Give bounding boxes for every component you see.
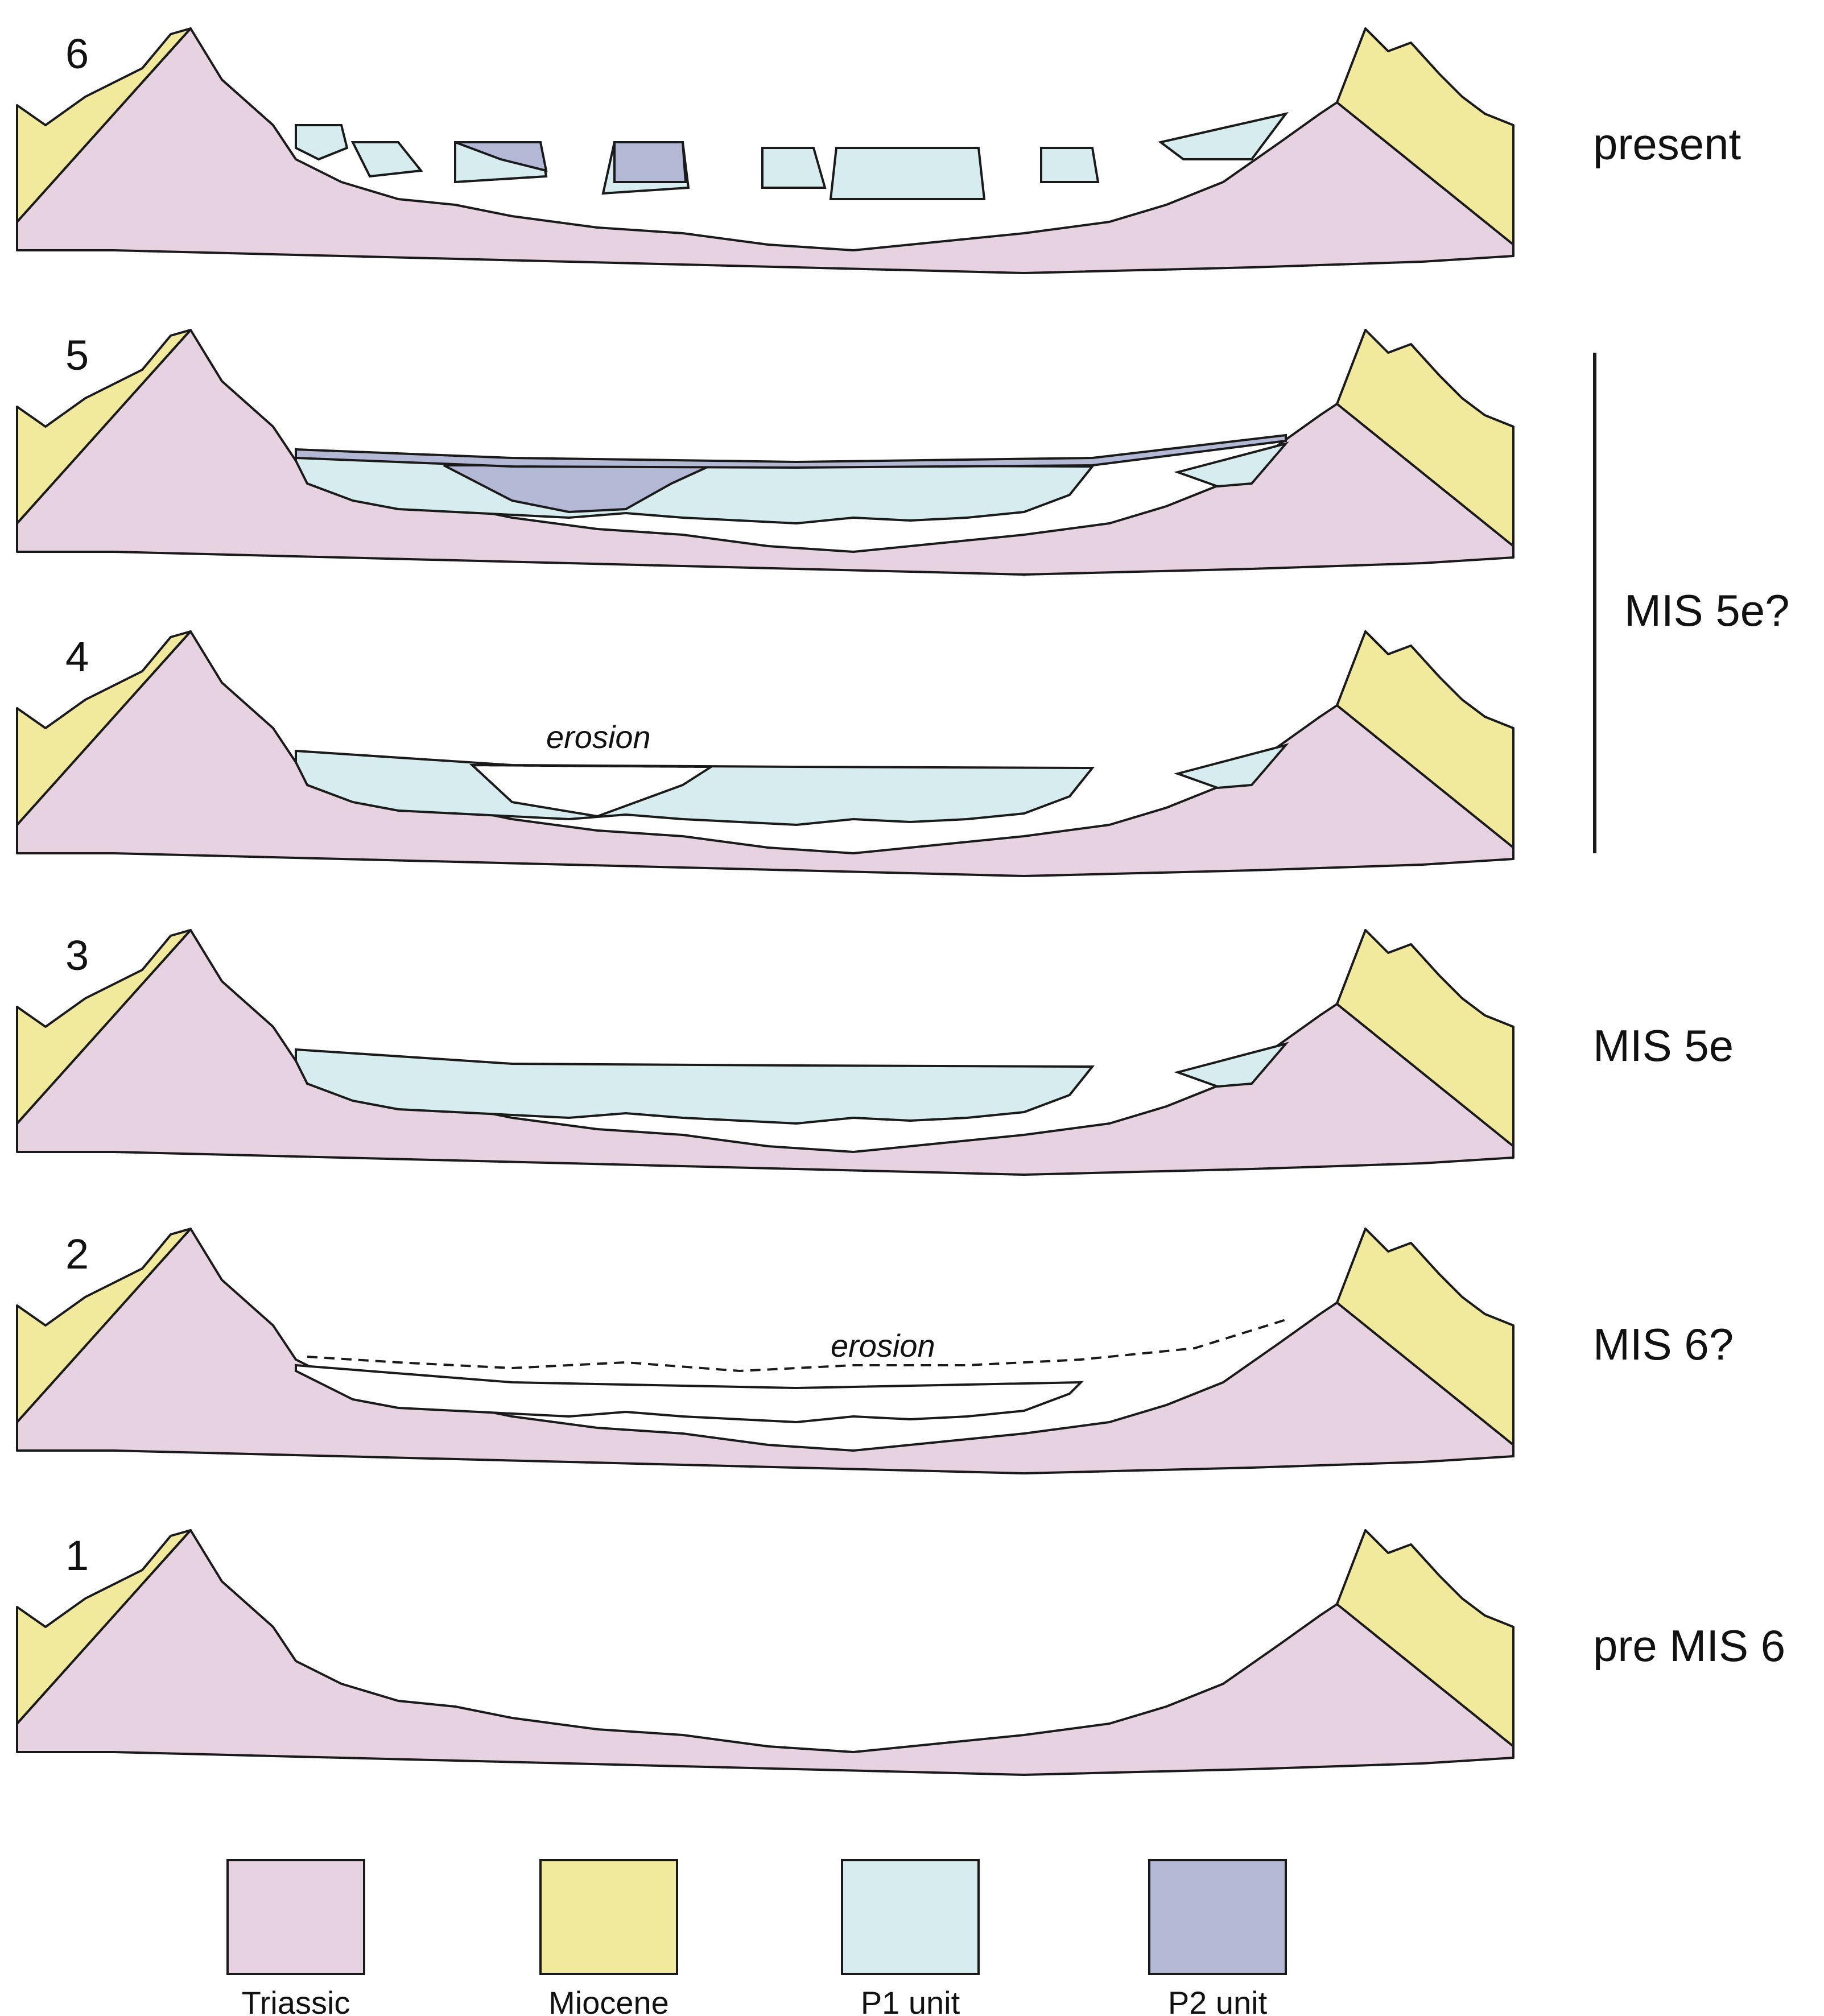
miocene-layer: [1336, 929, 1515, 1147]
stage-2-annotation: erosion: [831, 1328, 935, 1364]
miocene-layer: [16, 27, 192, 223]
miocene-layer: [16, 630, 192, 826]
stage-6-number: 6: [65, 30, 89, 77]
p1-unit-remnant: [1158, 111, 1289, 160]
stage-1-period-label: pre MIS 6: [1593, 1621, 1785, 1671]
stage-3-number: 3: [65, 932, 89, 979]
erosion-channel: [469, 763, 715, 818]
stage-1-panel: 1 pre MIS 6: [16, 1529, 1785, 1776]
triassic-layer: [16, 329, 1515, 576]
stage-1-number: 1: [65, 1532, 89, 1579]
miocene-layer: [1336, 27, 1515, 246]
stage-3-period-label: MIS 5e: [1593, 1021, 1734, 1071]
stage-2-number: 2: [65, 1230, 89, 1278]
triassic-layer: [16, 630, 1515, 877]
legend-label-triassic: Triassic: [242, 1985, 350, 2016]
legend-swatch-p1_unit: [841, 1859, 980, 1975]
stage-3-panel: 3 MIS 5e: [16, 929, 1734, 1176]
miocene-layer: [1336, 329, 1515, 547]
p1-unit-remnant: [295, 124, 349, 161]
p2-unit-remnant: [455, 141, 548, 172]
stage-4-panel: 4 erosion: [16, 630, 1515, 877]
p1-unit-shoulder: [1174, 743, 1289, 790]
stage-4-annotation: erosion: [546, 719, 651, 755]
stage-4-number: 4: [65, 633, 89, 680]
legend-label-p2_unit: P2 unit: [1168, 1985, 1268, 2016]
p1-unit-shoulder: [1174, 441, 1289, 488]
triassic-layer: [16, 929, 1515, 1176]
legend-swatch-triassic: [226, 1859, 365, 1975]
p1-unit-remnant: [829, 147, 986, 200]
p1-unit-remnant: [350, 141, 423, 178]
miocene-layer: [1336, 1529, 1515, 1748]
triassic-layer: [16, 1228, 1515, 1474]
erosion-trough: [295, 1364, 1084, 1424]
p2-unit-cap: [295, 433, 1287, 469]
miocene-layer: [1336, 1228, 1515, 1446]
stage-5-panel: 5: [16, 329, 1515, 576]
miocene-layer: [16, 1228, 192, 1423]
erosion-line: [472, 764, 712, 768]
miocene-layer: [16, 329, 192, 524]
miocene-layer: [1336, 630, 1515, 849]
p1-unit-remnant: [1040, 147, 1100, 183]
stage-2-period-label: MIS 6?: [1593, 1319, 1734, 1369]
p1-unit-remnant: [761, 147, 827, 189]
stage-5-number: 5: [65, 332, 89, 379]
legend-swatch-p2_unit: [1148, 1859, 1287, 1975]
stage-6-panel: 6 present: [16, 27, 1741, 274]
stage-2-panel: 2 MIS 6? erosion: [16, 1228, 1734, 1474]
triassic-layer: [16, 1529, 1515, 1776]
stage-6-period-label: present: [1593, 119, 1741, 169]
miocene-layer: [16, 1529, 192, 1725]
miocene-layer: [16, 929, 192, 1125]
legend-swatch-miocene: [539, 1859, 678, 1975]
erosion-line: [307, 1319, 1286, 1373]
p2-unit-remnant: [613, 141, 687, 183]
legend: Triassic Miocene P1 unit P2 unit: [226, 1859, 1287, 2016]
p1-unit-layer: [295, 1048, 1095, 1125]
triassic-layer: [16, 27, 1515, 274]
legend-label-p1_unit: P1 unit: [861, 1985, 960, 2016]
legend-label-miocene: Miocene: [548, 1985, 669, 2016]
p1-unit-shoulder: [1174, 1042, 1289, 1088]
bracket-period-label: MIS 5e?: [1624, 585, 1789, 635]
